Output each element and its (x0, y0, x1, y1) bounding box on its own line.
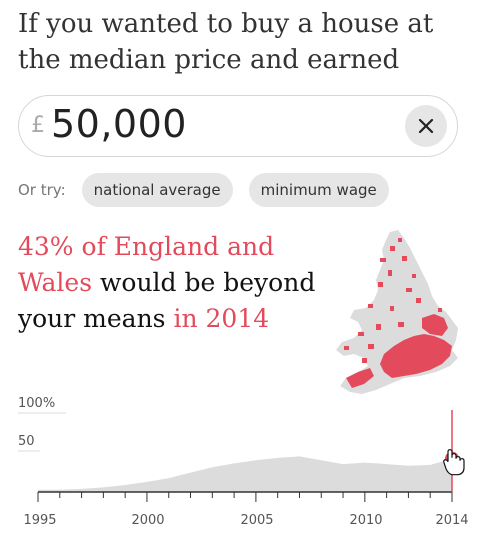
minimum-wage-button[interactable]: minimum wage (248, 173, 389, 207)
clear-button[interactable] (405, 105, 447, 147)
x-tick-label: 2014 (435, 513, 468, 528)
result-statement: 43% of England and Wales would be beyond… (18, 229, 318, 337)
currency-symbol: £ (31, 113, 45, 138)
england-wales-map (336, 230, 458, 394)
result-year: in 2014 (173, 304, 270, 333)
chart-area (38, 456, 452, 492)
y-tick-label: 50 (18, 434, 35, 449)
y-tick-label: 100% (18, 396, 55, 411)
hand-cursor-icon (443, 449, 465, 476)
x-tick-label: 1995 (23, 513, 56, 528)
or-try-label: Or try: (18, 181, 66, 199)
income-value[interactable]: 50,000 (51, 102, 187, 146)
result-middle: would be beyond your means (18, 268, 316, 333)
percent-region: 43% of England and Wales (18, 232, 275, 297)
income-input[interactable]: £ 50,000 (18, 95, 458, 157)
area-chart[interactable]: 100% 50 1995 2000 2005 2010 2014 (0, 388, 484, 541)
x-tick-label: 2000 (131, 513, 164, 528)
x-tick-label: 2010 (349, 513, 382, 528)
close-icon (418, 118, 434, 134)
page-heading: If you wanted to buy a house at the medi… (18, 9, 434, 75)
national-average-button[interactable]: national average (81, 173, 233, 207)
map-highlight (344, 238, 452, 388)
suggestions-row: Or try: national average minimum wage (18, 172, 405, 208)
x-tick-label: 2005 (240, 513, 273, 528)
x-axis-ticks (37, 492, 453, 502)
